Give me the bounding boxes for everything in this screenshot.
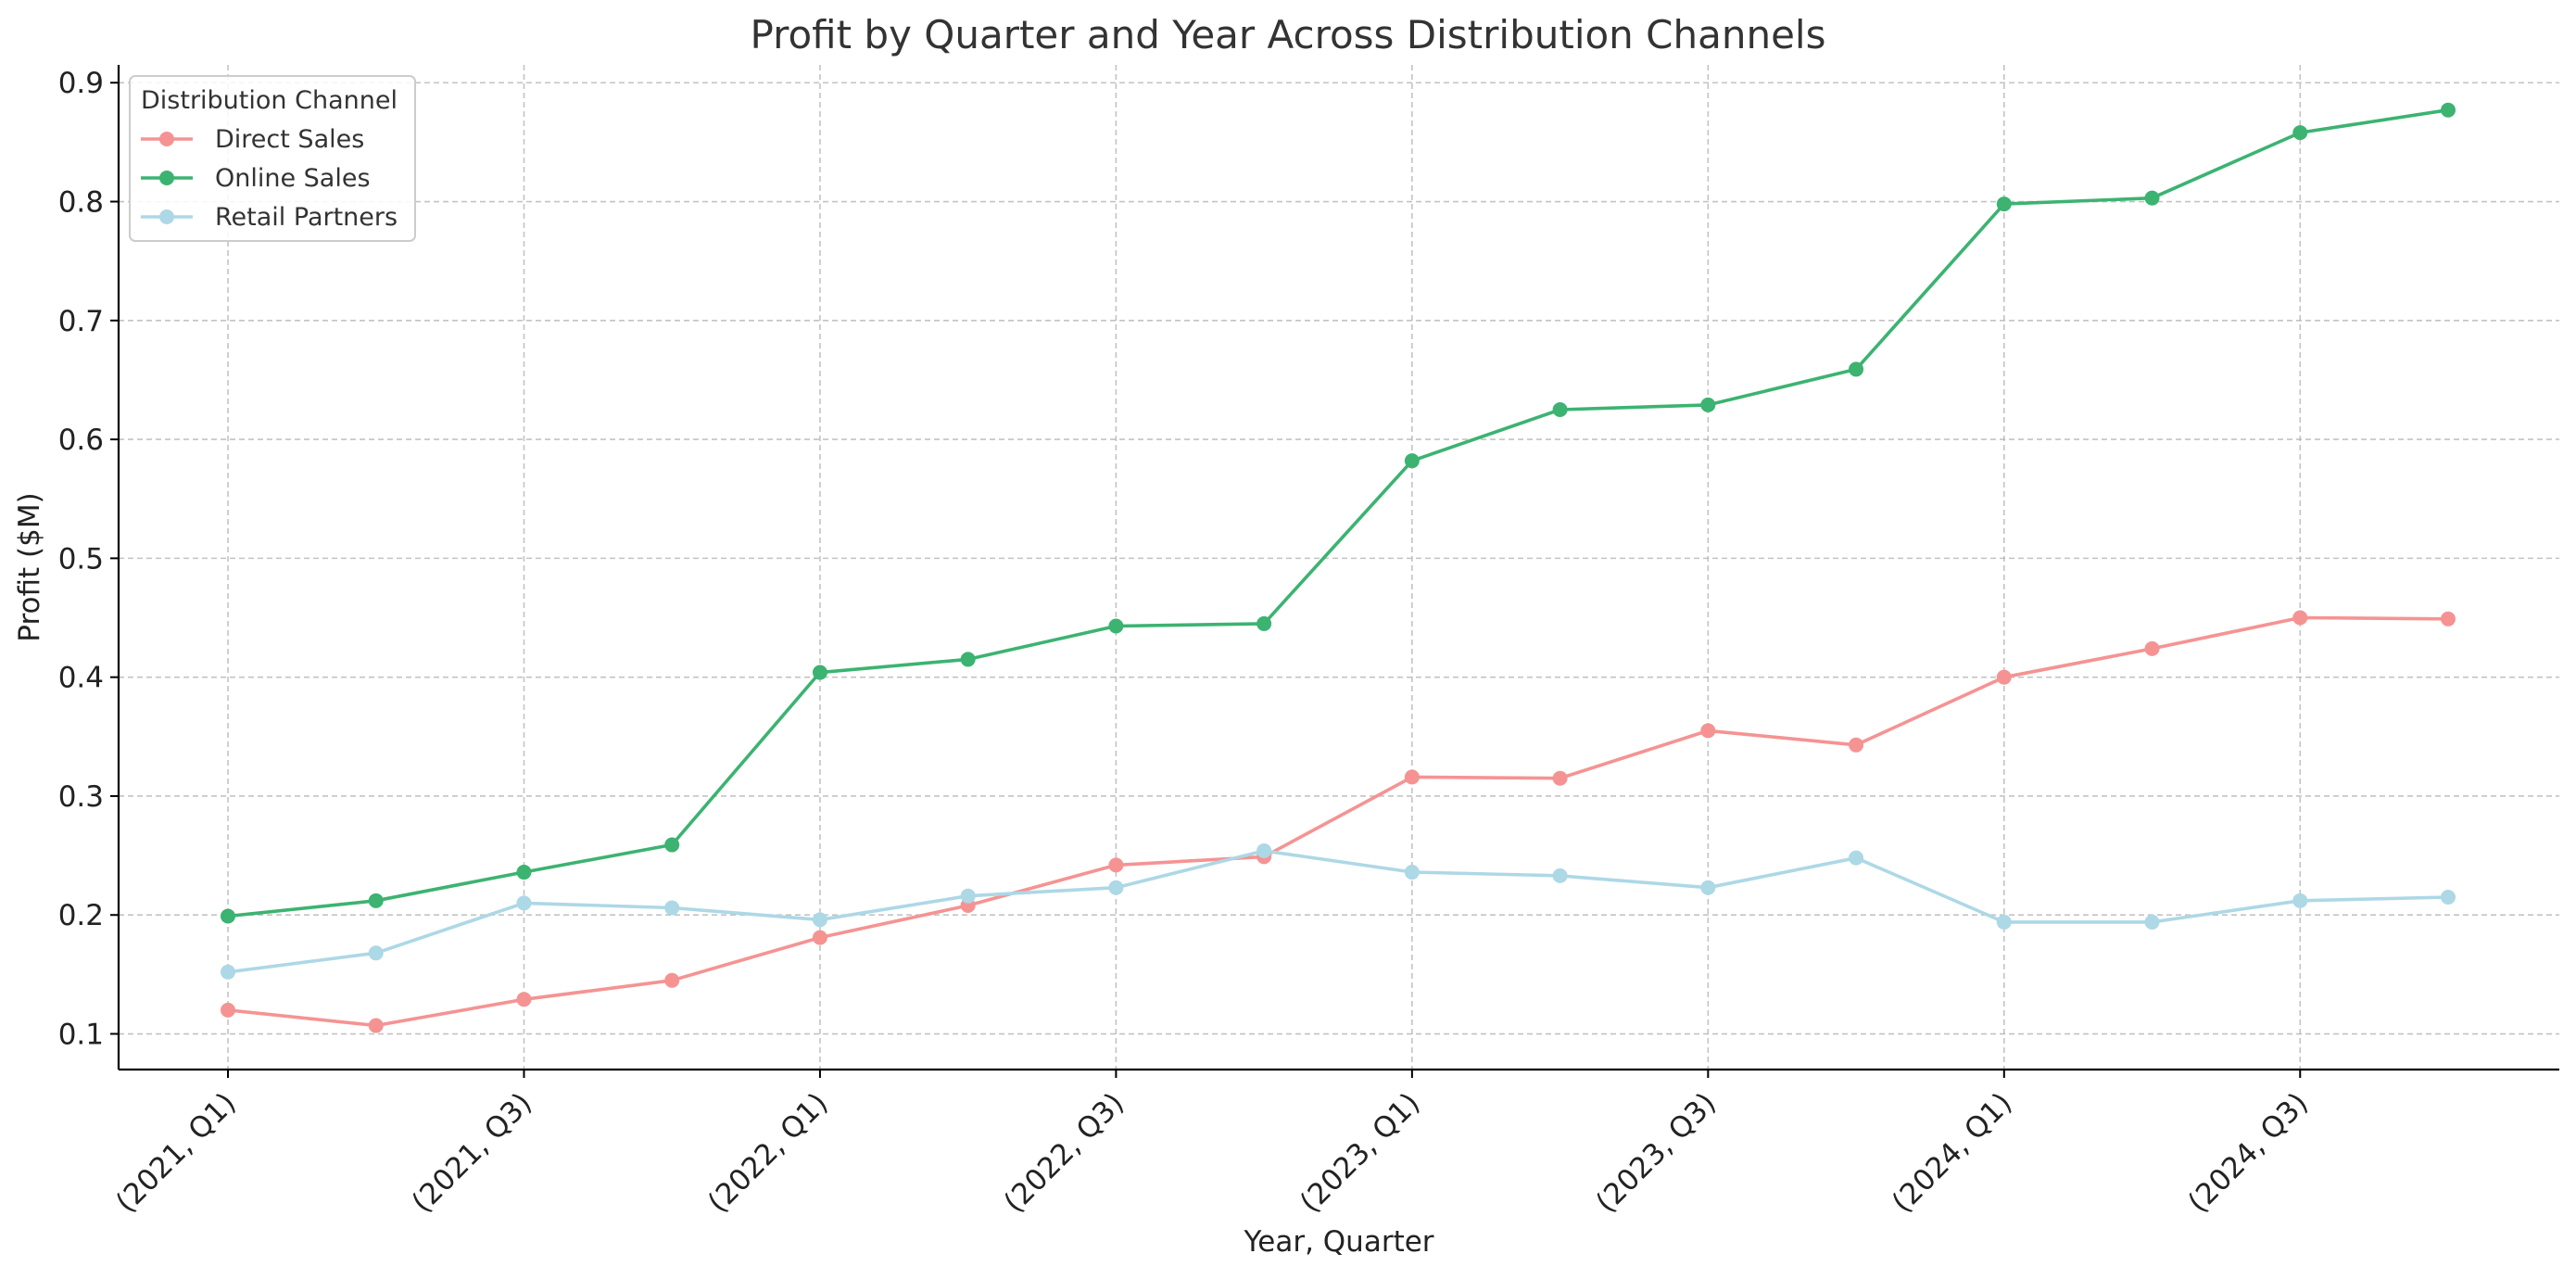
retail-partners-point <box>812 912 827 928</box>
legend-label: Direct Sales <box>215 125 364 154</box>
y-tick-label: 0.3 <box>58 780 104 814</box>
legend-items: Direct Sales Online Sales Retail Partners <box>141 125 398 232</box>
x-tick-label: (2021, Q1) <box>109 1086 242 1219</box>
legend-box <box>129 75 416 242</box>
retail-partners-point <box>1552 867 1568 883</box>
retail-partners-point <box>221 964 235 980</box>
retail-partners-point <box>516 895 532 911</box>
online-sales-point <box>1552 402 1568 418</box>
x-tick-label: (2022, Q3) <box>998 1086 1130 1219</box>
chart-title: Profit by Quarter and Year Across Distri… <box>751 12 1826 57</box>
retail-partners-point <box>960 888 976 904</box>
legend-swatch-marker <box>159 209 174 224</box>
online-sales-point <box>664 837 680 853</box>
x-tick-label: (2024, Q1) <box>1886 1086 2018 1219</box>
series-online-sales <box>221 102 2456 924</box>
retail-partners-point <box>1256 842 1272 858</box>
online-sales-point <box>516 865 532 880</box>
legend: Distribution Channel Direct Sales Online … <box>129 75 416 242</box>
online-sales-point <box>1996 196 2012 212</box>
retail-partners-point <box>368 945 384 961</box>
direct-sales-point <box>1552 770 1568 786</box>
legend-item-retail-partners: Retail Partners <box>141 203 398 232</box>
x-tick-label: (2023, Q1) <box>1294 1086 1426 1219</box>
retail-partners-line <box>227 849 2449 974</box>
x-tick-label: (2024, Q3) <box>2181 1086 2314 1219</box>
direct-sales-point <box>1404 769 1420 785</box>
direct-sales-point <box>2292 610 2308 626</box>
x-tick-label: (2022, Q1) <box>701 1086 834 1219</box>
online-sales-point <box>2441 102 2456 118</box>
series-direct-sales <box>221 610 2456 1033</box>
direct-sales-point <box>1108 857 1124 873</box>
online-sales-point <box>1700 397 1716 412</box>
y-axis-title: Profit ($M) <box>13 492 46 641</box>
online-sales-point <box>368 893 384 908</box>
x-tick-label: (2021, Q3) <box>406 1086 538 1219</box>
direct-sales-point <box>368 1018 384 1033</box>
y-tick-label: 0.4 <box>58 662 104 695</box>
x-axis-ticks: (2021, Q1) (2021, Q3) (2022, Q1) (2022, Q3)… <box>109 1070 2315 1220</box>
legend-swatch-marker <box>159 171 174 185</box>
direct-sales-point <box>1996 669 2012 685</box>
retail-partners-point <box>664 900 680 916</box>
series-layer <box>221 102 2456 1033</box>
retail-partners-point <box>1996 914 2012 930</box>
retail-partners-point <box>2144 914 2160 930</box>
online-sales-point <box>221 908 235 924</box>
direct-sales-point <box>812 930 827 945</box>
y-axis-ticks: 0.1 0.2 0.3 0.4 0.5 0.6 0.7 0.8 0.9 <box>58 67 119 1052</box>
y-tick-label: 0.5 <box>58 542 104 576</box>
retail-partners-point <box>1700 880 1716 895</box>
series-retail-partners <box>221 842 2456 980</box>
online-sales-point <box>1849 361 1864 377</box>
direct-sales-line <box>227 615 2449 1028</box>
online-sales-point <box>2292 125 2308 141</box>
online-sales-line <box>227 108 2449 918</box>
direct-sales-point <box>2441 611 2456 627</box>
grid-lines <box>119 65 2559 1070</box>
direct-sales-point <box>221 1002 235 1018</box>
online-sales-point <box>2144 190 2160 206</box>
y-tick-label: 0.8 <box>58 186 104 220</box>
y-tick-label: 0.1 <box>58 1019 104 1052</box>
online-sales-point <box>960 652 976 667</box>
direct-sales-point <box>1849 737 1864 753</box>
online-sales-point <box>1404 453 1420 469</box>
legend-label: Online Sales <box>215 164 371 193</box>
retail-partners-point <box>2441 889 2456 905</box>
online-sales-point <box>812 665 827 680</box>
direct-sales-point <box>516 992 532 1007</box>
online-sales-point <box>1256 615 1272 631</box>
legend-title: Distribution Channel <box>141 86 398 115</box>
direct-sales-point <box>664 972 680 988</box>
legend-item-online-sales: Online Sales <box>141 164 371 193</box>
legend-swatch-marker <box>159 132 174 146</box>
retail-partners-point <box>2292 893 2308 908</box>
online-sales-point <box>1108 618 1124 634</box>
y-tick-label: 0.2 <box>58 899 104 932</box>
x-axis-title: Year, Quarter <box>1243 1225 1433 1259</box>
legend-item-direct-sales: Direct Sales <box>141 125 364 154</box>
x-tick-label: (2023, Q3) <box>1590 1086 1723 1219</box>
y-tick-label: 0.6 <box>58 424 104 457</box>
y-tick-label: 0.9 <box>58 67 104 100</box>
retail-partners-point <box>1404 865 1420 880</box>
direct-sales-point <box>2144 640 2160 656</box>
direct-sales-point <box>1700 723 1716 739</box>
legend-label: Retail Partners <box>215 203 398 232</box>
y-tick-label: 0.7 <box>58 305 104 338</box>
retail-partners-point <box>1108 880 1124 895</box>
retail-partners-point <box>1849 850 1864 866</box>
